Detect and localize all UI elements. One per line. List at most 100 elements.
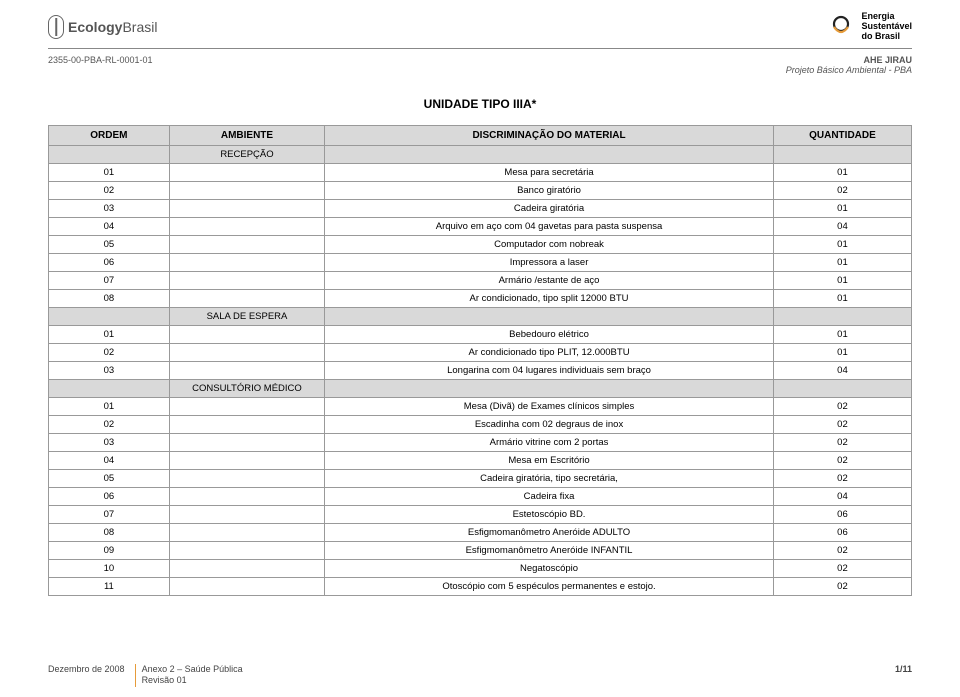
- logo-ecology-icon: [48, 15, 64, 39]
- cell-qty: [773, 145, 911, 163]
- cell-ordem: 02: [49, 181, 170, 199]
- cell-disc: Mesa para secretária: [325, 163, 774, 181]
- cell-disc: Esfigmomanômetro Aneróide INFANTIL: [325, 541, 774, 559]
- cell-disc: Esfigmomanômetro Aneróide ADULTO: [325, 523, 774, 541]
- logo-word-bold: Ecology: [68, 19, 122, 35]
- cell-disc: Impressora a laser: [325, 253, 774, 271]
- cell-disc: Mesa (Divã) de Exames clínicos simples: [325, 397, 774, 415]
- cell-ambiente: [169, 289, 324, 307]
- table-row: 11 Otoscópio com 5 espéculos permanentes …: [49, 577, 912, 595]
- cell-ambiente: [169, 235, 324, 253]
- cell-qty: 02: [773, 541, 911, 559]
- cell-ordem: 11: [49, 577, 170, 595]
- cell-disc: Cadeira giratória: [325, 199, 774, 217]
- cell-qty: 02: [773, 415, 911, 433]
- cell-ordem: 03: [49, 433, 170, 451]
- cell-ambiente: RECEPÇÃO: [169, 145, 324, 163]
- logo-energia-sustentavel: Energia Sustentável do Brasil: [827, 12, 912, 42]
- table-header-row: ORDEM AMBIENTE DISCRIMINAÇÃO DO MATERIAL…: [49, 125, 912, 145]
- cell-qty: 01: [773, 235, 911, 253]
- materials-table: ORDEM AMBIENTE DISCRIMINAÇÃO DO MATERIAL…: [48, 125, 912, 596]
- cell-ambiente: [169, 397, 324, 415]
- cell-disc: Cadeira giratória, tipo secretária,: [325, 469, 774, 487]
- cell-ambiente: [169, 577, 324, 595]
- page-header: EcologyBrasil Energia Sustentável do Bra…: [0, 0, 960, 48]
- table-row: 01Bebedouro elétrico01: [49, 325, 912, 343]
- cell-ambiente: [169, 433, 324, 451]
- cell-ordem: 01: [49, 163, 170, 181]
- col-ambiente: AMBIENTE: [169, 125, 324, 145]
- logo-energia-line3: do Brasil: [861, 32, 912, 42]
- cell-ambiente: [169, 505, 324, 523]
- table-row: 02Escadinha com 02 degraus de inox02: [49, 415, 912, 433]
- col-ordem: ORDEM: [49, 125, 170, 145]
- logo-word-light: Brasil: [122, 19, 157, 35]
- table-row: RECEPÇÃO: [49, 145, 912, 163]
- cell-ambiente: [169, 325, 324, 343]
- cell-ambiente: [169, 361, 324, 379]
- table-row: 08Ar condicionado, tipo split 12000 BTU0…: [49, 289, 912, 307]
- table-row: 02Banco giratório02: [49, 181, 912, 199]
- cell-qty: 04: [773, 361, 911, 379]
- cell-disc: Escadinha com 02 degraus de inox: [325, 415, 774, 433]
- logo-energia-icon: [827, 13, 855, 41]
- table-row: 02Ar condicionado tipo PLIT, 12.000BTU01: [49, 343, 912, 361]
- cell-qty: 01: [773, 271, 911, 289]
- cell-ambiente: [169, 487, 324, 505]
- cell-ordem: [49, 379, 170, 397]
- cell-disc: [325, 379, 774, 397]
- cell-disc: Mesa em Escritório: [325, 451, 774, 469]
- subheader-right: AHE JIRAU Projeto Básico Ambiental - PBA: [786, 55, 912, 75]
- table-row: 06Cadeira fixa04: [49, 487, 912, 505]
- cell-ordem: 02: [49, 415, 170, 433]
- cell-ambiente: [169, 253, 324, 271]
- cell-ordem: 04: [49, 217, 170, 235]
- cell-qty: 02: [773, 397, 911, 415]
- cell-ordem: 05: [49, 469, 170, 487]
- cell-qty: 01: [773, 253, 911, 271]
- cell-ordem: 06: [49, 253, 170, 271]
- cell-ordem: 03: [49, 361, 170, 379]
- cell-qty: 04: [773, 487, 911, 505]
- cell-qty: 02: [773, 577, 911, 595]
- cell-disc: Cadeira fixa: [325, 487, 774, 505]
- table-body: RECEPÇÃO01Mesa para secretária0102Banco …: [49, 145, 912, 595]
- document-code: 2355-00-PBA-RL-0001-01: [48, 55, 153, 75]
- cell-qty: 01: [773, 343, 911, 361]
- cell-ordem: 01: [49, 325, 170, 343]
- cell-ambiente: SALA DE ESPERA: [169, 307, 324, 325]
- table-row: 04Mesa em Escritório02: [49, 451, 912, 469]
- cell-ambiente: [169, 415, 324, 433]
- cell-ambiente: [169, 523, 324, 541]
- cell-disc: Negatoscópio: [325, 559, 774, 577]
- footer-page-number: 1/11: [895, 664, 912, 687]
- cell-qty: 02: [773, 433, 911, 451]
- cell-qty: 06: [773, 505, 911, 523]
- cell-ambiente: [169, 559, 324, 577]
- content-area: UNIDADE TIPO IIIA* ORDEM AMBIENTE DISCRI…: [0, 77, 960, 606]
- cell-qty: 01: [773, 325, 911, 343]
- table-row: 03Longarina com 04 lugares individuais s…: [49, 361, 912, 379]
- table-row: 09 Esfigmomanômetro Aneróide INFANTIL02: [49, 541, 912, 559]
- cell-ambiente: [169, 271, 324, 289]
- cell-disc: Computador com nobreak: [325, 235, 774, 253]
- cell-ordem: 08: [49, 523, 170, 541]
- cell-ambiente: [169, 451, 324, 469]
- cell-disc: Armário vitrine com 2 portas: [325, 433, 774, 451]
- footer-revision-block: Anexo 2 – Saúde Pública Revisão 01: [135, 664, 243, 687]
- page-footer: Dezembro de 2008 Anexo 2 – Saúde Pública…: [48, 664, 912, 687]
- cell-ordem: 10: [49, 559, 170, 577]
- cell-qty: 01: [773, 199, 911, 217]
- cell-qty: 02: [773, 181, 911, 199]
- cell-disc: Banco giratório: [325, 181, 774, 199]
- cell-ordem: 07: [49, 271, 170, 289]
- logo-ecology-text: EcologyBrasil: [68, 19, 157, 35]
- cell-ordem: 09: [49, 541, 170, 559]
- footer-revision: Revisão 01: [142, 675, 243, 687]
- cell-ordem: 05: [49, 235, 170, 253]
- cell-disc: Otoscópio com 5 espéculos permanentes e …: [325, 577, 774, 595]
- cell-disc: [325, 307, 774, 325]
- subheader: 2355-00-PBA-RL-0001-01 AHE JIRAU Projeto…: [0, 49, 960, 77]
- cell-ordem: 03: [49, 199, 170, 217]
- cell-disc: Ar condicionado, tipo split 12000 BTU: [325, 289, 774, 307]
